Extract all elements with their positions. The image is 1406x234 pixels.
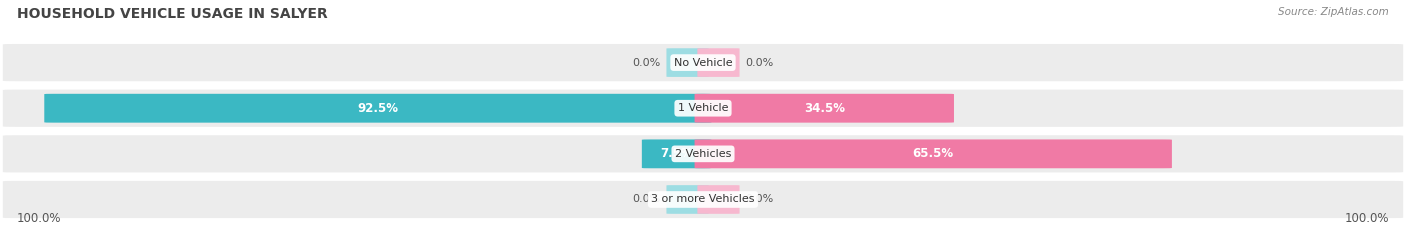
Text: 0.0%: 0.0%: [745, 58, 773, 68]
FancyBboxPatch shape: [695, 94, 953, 123]
FancyBboxPatch shape: [666, 185, 709, 214]
Text: 3 or more Vehicles: 3 or more Vehicles: [651, 194, 755, 205]
FancyBboxPatch shape: [3, 135, 1403, 172]
Text: 92.5%: 92.5%: [357, 102, 398, 115]
Text: 65.5%: 65.5%: [912, 147, 953, 160]
Text: 1 Vehicle: 1 Vehicle: [678, 103, 728, 113]
Text: 0.0%: 0.0%: [745, 194, 773, 205]
Text: 34.5%: 34.5%: [804, 102, 845, 115]
FancyBboxPatch shape: [3, 44, 1403, 81]
Text: 0.0%: 0.0%: [633, 58, 661, 68]
Text: Source: ZipAtlas.com: Source: ZipAtlas.com: [1278, 7, 1389, 17]
FancyBboxPatch shape: [666, 48, 709, 77]
FancyBboxPatch shape: [643, 139, 711, 168]
Text: 100.0%: 100.0%: [1344, 212, 1389, 225]
Text: HOUSEHOLD VEHICLE USAGE IN SALYER: HOUSEHOLD VEHICLE USAGE IN SALYER: [17, 7, 328, 21]
FancyBboxPatch shape: [697, 185, 740, 214]
FancyBboxPatch shape: [697, 48, 740, 77]
FancyBboxPatch shape: [44, 94, 711, 123]
Text: 2 Vehicles: 2 Vehicles: [675, 149, 731, 159]
Text: 100.0%: 100.0%: [17, 212, 62, 225]
FancyBboxPatch shape: [3, 181, 1403, 218]
Text: 7.5%: 7.5%: [661, 147, 693, 160]
FancyBboxPatch shape: [3, 90, 1403, 127]
Text: No Vehicle: No Vehicle: [673, 58, 733, 68]
Text: 0.0%: 0.0%: [633, 194, 661, 205]
FancyBboxPatch shape: [695, 139, 1173, 168]
